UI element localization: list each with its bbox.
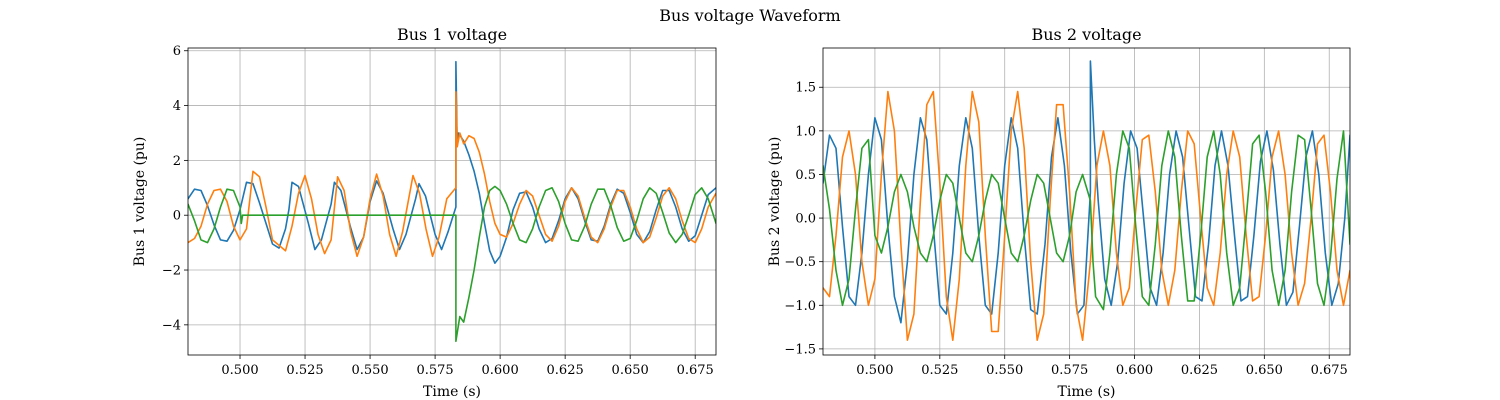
x-tick-label: 0.675 [677, 363, 714, 378]
x-tick-label: 0.500 [221, 363, 258, 378]
plot-frame [822, 47, 1351, 356]
x-axis-label: Time (s) [1058, 384, 1116, 400]
series-line-2 [188, 91, 716, 258]
x-tick-label: 0.575 [416, 363, 453, 378]
x-tick-label: 0.650 [612, 363, 649, 378]
x-tick-label: 0.600 [482, 363, 519, 378]
series-line-3 [188, 185, 716, 343]
chart-panel-bus2: 0.500 0.525 0.550 0.575 0.600 0.625 0.650 0.675… [767, 25, 1351, 400]
y-tick-label: 6 [173, 44, 181, 59]
plot-frame [187, 47, 717, 356]
x-tick-label: 0.525 [286, 363, 323, 378]
x-tick-label: 0.500 [856, 363, 893, 378]
chart-title: Bus 1 voltage [397, 25, 507, 44]
y-tick-label: −2 [162, 264, 181, 279]
x-axis-label: Time (s) [423, 384, 481, 400]
y-tick-label: −1.5 [784, 342, 816, 357]
chart-title: Bus 2 voltage [1031, 25, 1141, 44]
x-tick-label: 0.575 [1051, 363, 1088, 378]
chart-panel-bus1: 0.500 0.525 0.550 0.575 0.600 0.625 0.650 0.675… [132, 25, 717, 400]
series-line-3 [823, 130, 1350, 311]
x-tick-label: 0.550 [351, 363, 388, 378]
x-tick-label: 0.675 [1311, 363, 1348, 378]
figure-title: Bus voltage Waveform [659, 6, 840, 25]
y-tick-label: −0.5 [784, 255, 816, 270]
x-tick-label: 0.600 [1116, 363, 1153, 378]
y-tick-label: 4 [173, 99, 181, 114]
x-tick-label: 0.650 [1246, 363, 1283, 378]
y-tick-label: 1.5 [795, 81, 816, 96]
y-axis-label: Bus 2 voltage (pu) [767, 137, 783, 267]
x-tick-label: 0.525 [921, 363, 958, 378]
x-tick-label: 0.625 [1181, 363, 1218, 378]
y-tick-label: −4 [162, 318, 181, 333]
x-tick-label: 0.550 [986, 363, 1023, 378]
x-tick-label: 0.625 [547, 363, 584, 378]
y-tick-label: 0 [173, 209, 181, 224]
y-tick-label: 1.0 [795, 124, 816, 139]
y-tick-label: 2 [173, 154, 181, 169]
y-tick-label: −1.0 [784, 299, 816, 314]
y-axis-label: Bus 1 voltage (pu) [132, 137, 148, 267]
y-tick-label: 0.0 [795, 212, 816, 227]
y-tick-label: 0.5 [795, 168, 816, 183]
series-line-2 [823, 90, 1350, 341]
